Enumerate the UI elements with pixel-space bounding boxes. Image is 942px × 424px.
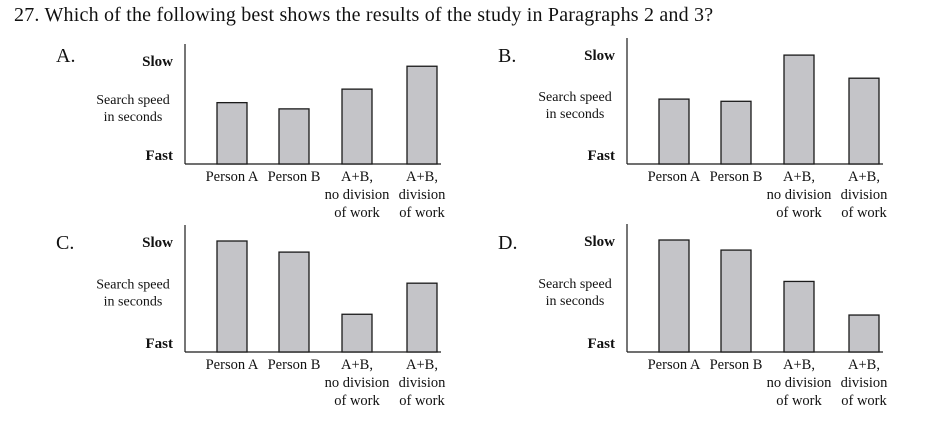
category-label: Person A	[206, 357, 259, 373]
bar-1	[658, 98, 690, 165]
category-label: A+B,	[848, 357, 880, 373]
y-axis-label: Search speed	[96, 93, 169, 108]
category-label: no division	[767, 375, 833, 391]
bar-4	[848, 314, 880, 353]
category-label: A+B,	[848, 169, 880, 185]
bar-4	[848, 77, 880, 165]
category-label: no division	[767, 187, 833, 203]
question-stem: 27. Which of the following best shows th…	[14, 4, 713, 27]
category-label: Person B	[268, 169, 321, 185]
y-axis-label: Search speed	[96, 278, 169, 293]
chart-2: Slow Fast Search speed in seconds Person A Pe…	[538, 38, 888, 221]
category-label: A+B,	[341, 357, 373, 373]
y-axis-label: Search speed	[538, 90, 611, 105]
category-label: of work	[841, 205, 887, 221]
bar-2	[278, 108, 310, 165]
category-label: of work	[776, 205, 822, 221]
category-label: A+B,	[406, 357, 438, 373]
question-text: Which of the following best shows the re…	[44, 4, 714, 26]
chart-4: Slow Fast Search speed in seconds Person A Pe…	[538, 224, 888, 409]
category-label: Person A	[648, 357, 701, 373]
y-axis-label: in seconds	[546, 107, 605, 122]
category-label: no division	[325, 375, 391, 391]
category-label: A+B,	[783, 357, 815, 373]
bar-2	[720, 249, 752, 353]
category-label: A+B,	[406, 169, 438, 185]
chart-1: Slow Fast Search speed in seconds Person A Pe…	[96, 44, 446, 221]
category-label: of work	[841, 393, 887, 409]
y-top-label: Slow	[584, 234, 615, 250]
category-label: Person B	[710, 169, 763, 185]
option-b-label[interactable]: B.	[498, 45, 517, 67]
category-label: A+B,	[783, 169, 815, 185]
y-bottom-label: Fast	[146, 148, 174, 164]
bar-3	[341, 88, 373, 165]
question-number: 27.	[14, 4, 40, 26]
y-axis-label: in seconds	[104, 295, 163, 310]
bar-4	[406, 65, 438, 165]
y-axis-label: Search speed	[538, 277, 611, 292]
y-top-label: Slow	[142, 54, 173, 70]
bar-1	[658, 239, 690, 353]
category-label: division	[399, 187, 446, 203]
category-label: A+B,	[341, 169, 373, 185]
category-label: of work	[776, 393, 822, 409]
y-top-label: Slow	[142, 235, 173, 251]
y-axis-label: in seconds	[104, 110, 163, 125]
category-label: Person A	[648, 169, 701, 185]
category-label: Person B	[268, 357, 321, 373]
bar-2	[278, 251, 310, 353]
option-c-label[interactable]: C.	[56, 232, 75, 254]
category-label: Person A	[206, 169, 259, 185]
category-label: Person B	[710, 357, 763, 373]
y-bottom-label: Fast	[588, 148, 616, 164]
option-d-label[interactable]: D.	[498, 232, 518, 254]
chart-3: Slow Fast Search speed in seconds Person A Pe…	[96, 225, 446, 409]
bar-1	[216, 101, 248, 165]
y-bottom-label: Fast	[146, 336, 174, 352]
bar-3	[783, 54, 815, 165]
bar-3	[341, 313, 373, 353]
category-label: division	[841, 375, 888, 391]
category-label: of work	[334, 205, 380, 221]
y-bottom-label: Fast	[588, 336, 616, 352]
bar-4	[406, 282, 438, 353]
category-label: no division	[325, 187, 391, 203]
category-label: of work	[399, 393, 445, 409]
y-top-label: Slow	[584, 48, 615, 64]
category-label: of work	[399, 205, 445, 221]
bar-1	[216, 240, 248, 353]
bar-2	[720, 100, 752, 165]
bar-3	[783, 280, 815, 353]
category-label: division	[841, 187, 888, 203]
category-label: of work	[334, 393, 380, 409]
option-a-label[interactable]: A.	[56, 45, 76, 67]
y-axis-label: in seconds	[546, 294, 605, 309]
category-label: division	[399, 375, 446, 391]
